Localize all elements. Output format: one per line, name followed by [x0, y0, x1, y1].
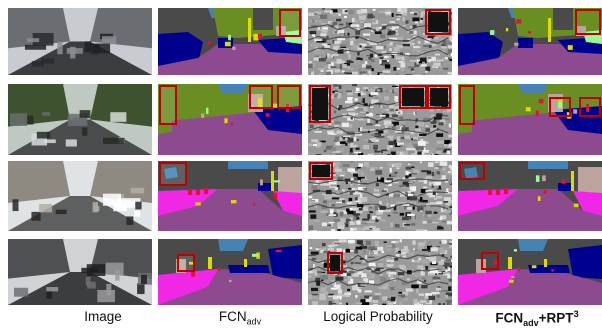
caption-rpt-plus: +RPT: [538, 310, 574, 326]
row-2-rpt-segmentation: [458, 161, 602, 231]
row-3-photo: [8, 239, 152, 305]
caption-fcn: FCNadv: [190, 309, 290, 327]
row-2-probability-map-graphic: [308, 161, 452, 231]
row-0-photo-graphic: [8, 8, 152, 75]
row-2-photo-graphic: [8, 161, 152, 231]
highlight-box: [481, 252, 499, 270]
caption-fcn-sub: adv: [246, 316, 262, 327]
caption-prob: Logical Probability: [308, 309, 448, 324]
row-2-probability-map: [308, 161, 452, 231]
row-3-photo-graphic: [8, 239, 152, 305]
row-1-photo-graphic: [8, 84, 152, 155]
caption-image: Image: [53, 309, 153, 324]
row-1-fcn-segmentation: [158, 84, 302, 155]
row-1-probability-map-graphic: [308, 84, 452, 155]
row-2-fcn-segmentation: [158, 161, 302, 231]
row-3-rpt-segmentation: [458, 239, 602, 305]
caption-fcn-main: FCN: [218, 309, 247, 324]
row-0-photo: [8, 8, 152, 75]
highlight-box: [249, 85, 273, 109]
row-1-rpt-segmentation-graphic: [458, 84, 602, 155]
caption-rpt-sub: adv: [523, 318, 539, 329]
row-2-rpt-segmentation-graphic: [458, 161, 602, 231]
caption-rpt: FCNadv+RPT3: [472, 309, 602, 328]
row-1-photo: [8, 84, 152, 155]
row-0-rpt-segmentation: [458, 8, 602, 75]
row-1-fcn-segmentation-graphic: [158, 84, 302, 155]
highlight-box: [575, 9, 601, 35]
row-1-rpt-segmentation: [458, 84, 602, 155]
row-1-probability-map: [308, 84, 452, 155]
row-0-rpt-segmentation-graphic: [458, 8, 602, 75]
caption-rpt-sup: 3: [573, 309, 579, 319]
caption-prob-text: Logical Probability: [323, 309, 433, 324]
highlight-box: [579, 97, 601, 117]
highlight-box: [159, 162, 187, 186]
row-3-rpt-segmentation-graphic: [458, 239, 602, 305]
highlight-box: [279, 9, 301, 37]
row-3-fcn-segmentation: [158, 239, 302, 305]
row-0-fcn-segmentation-graphic: [158, 8, 302, 75]
highlight-box: [459, 162, 485, 180]
caption-rpt-main: FCN: [495, 310, 524, 326]
row-3-fcn-segmentation-graphic: [158, 239, 302, 305]
row-2-photo: [8, 161, 152, 231]
highlight-box: [159, 85, 177, 125]
row-0-fcn-segmentation: [158, 8, 302, 75]
highlight-box: [177, 254, 195, 272]
caption-image-text: Image: [84, 309, 122, 324]
highlight-box: [277, 85, 301, 109]
row-0-probability-map: [308, 8, 452, 75]
highlight-box: [459, 85, 475, 125]
row-3-probability-map: [308, 239, 452, 305]
row-3-probability-map-graphic: [308, 239, 452, 305]
row-2-fcn-segmentation-graphic: [158, 161, 302, 231]
row-0-probability-map-graphic: [308, 8, 452, 75]
highlight-box: [549, 97, 571, 117]
